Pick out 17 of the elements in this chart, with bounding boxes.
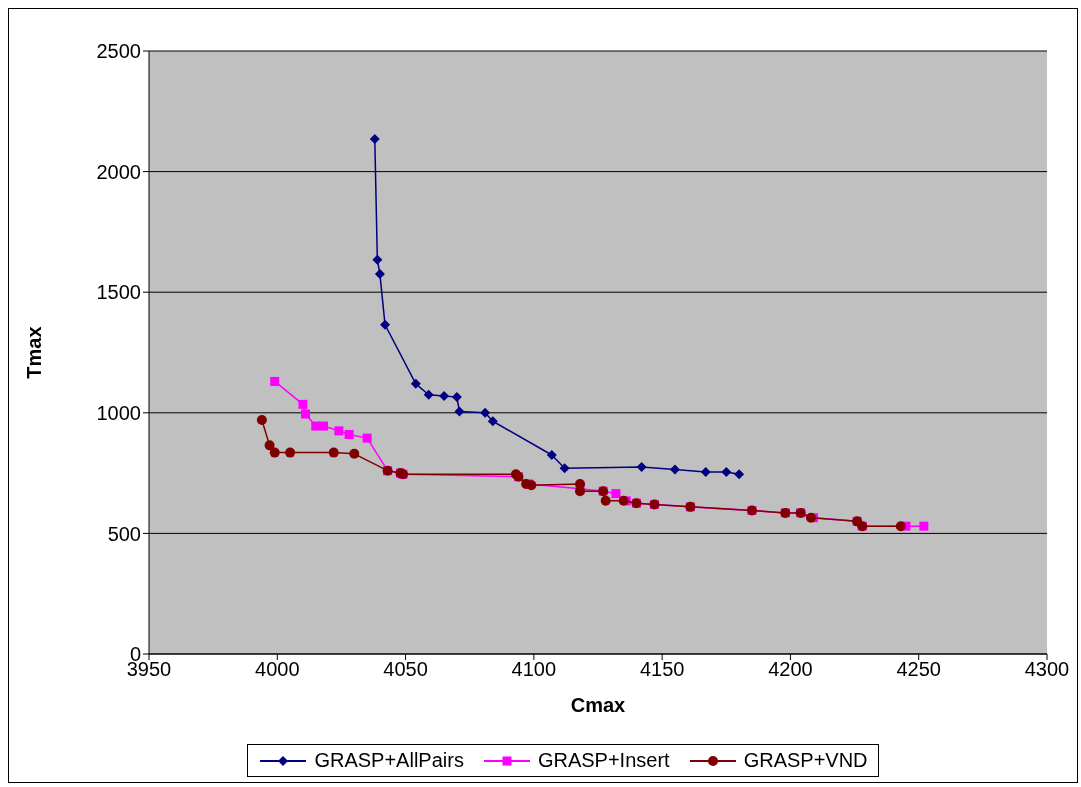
x-tick-label: 4250 bbox=[896, 658, 941, 681]
x-tick-label: 4100 bbox=[511, 658, 557, 681]
y-tick-label: 2500 bbox=[96, 40, 141, 63]
y-axis-title: Tmax bbox=[23, 326, 46, 379]
y-tick-label: 500 bbox=[107, 522, 141, 545]
y-tick-label: 1500 bbox=[96, 281, 141, 304]
legend-label: GRASP+VND bbox=[743, 749, 868, 772]
x-tick-label: 4150 bbox=[639, 658, 685, 681]
y-tick-label: 2000 bbox=[96, 160, 141, 183]
legend-label: GRASP+Insert bbox=[537, 749, 670, 772]
y-tick-label: 1000 bbox=[96, 401, 141, 424]
x-tick-label: 4050 bbox=[383, 658, 428, 681]
x-axis-title: Cmax bbox=[570, 694, 626, 716]
x-tick-label: 4300 bbox=[1024, 658, 1070, 681]
legend-label: GRASP+AllPairs bbox=[314, 749, 464, 772]
x-tick-label: 4000 bbox=[255, 658, 300, 681]
x-tick-label: 4200 bbox=[768, 658, 813, 681]
